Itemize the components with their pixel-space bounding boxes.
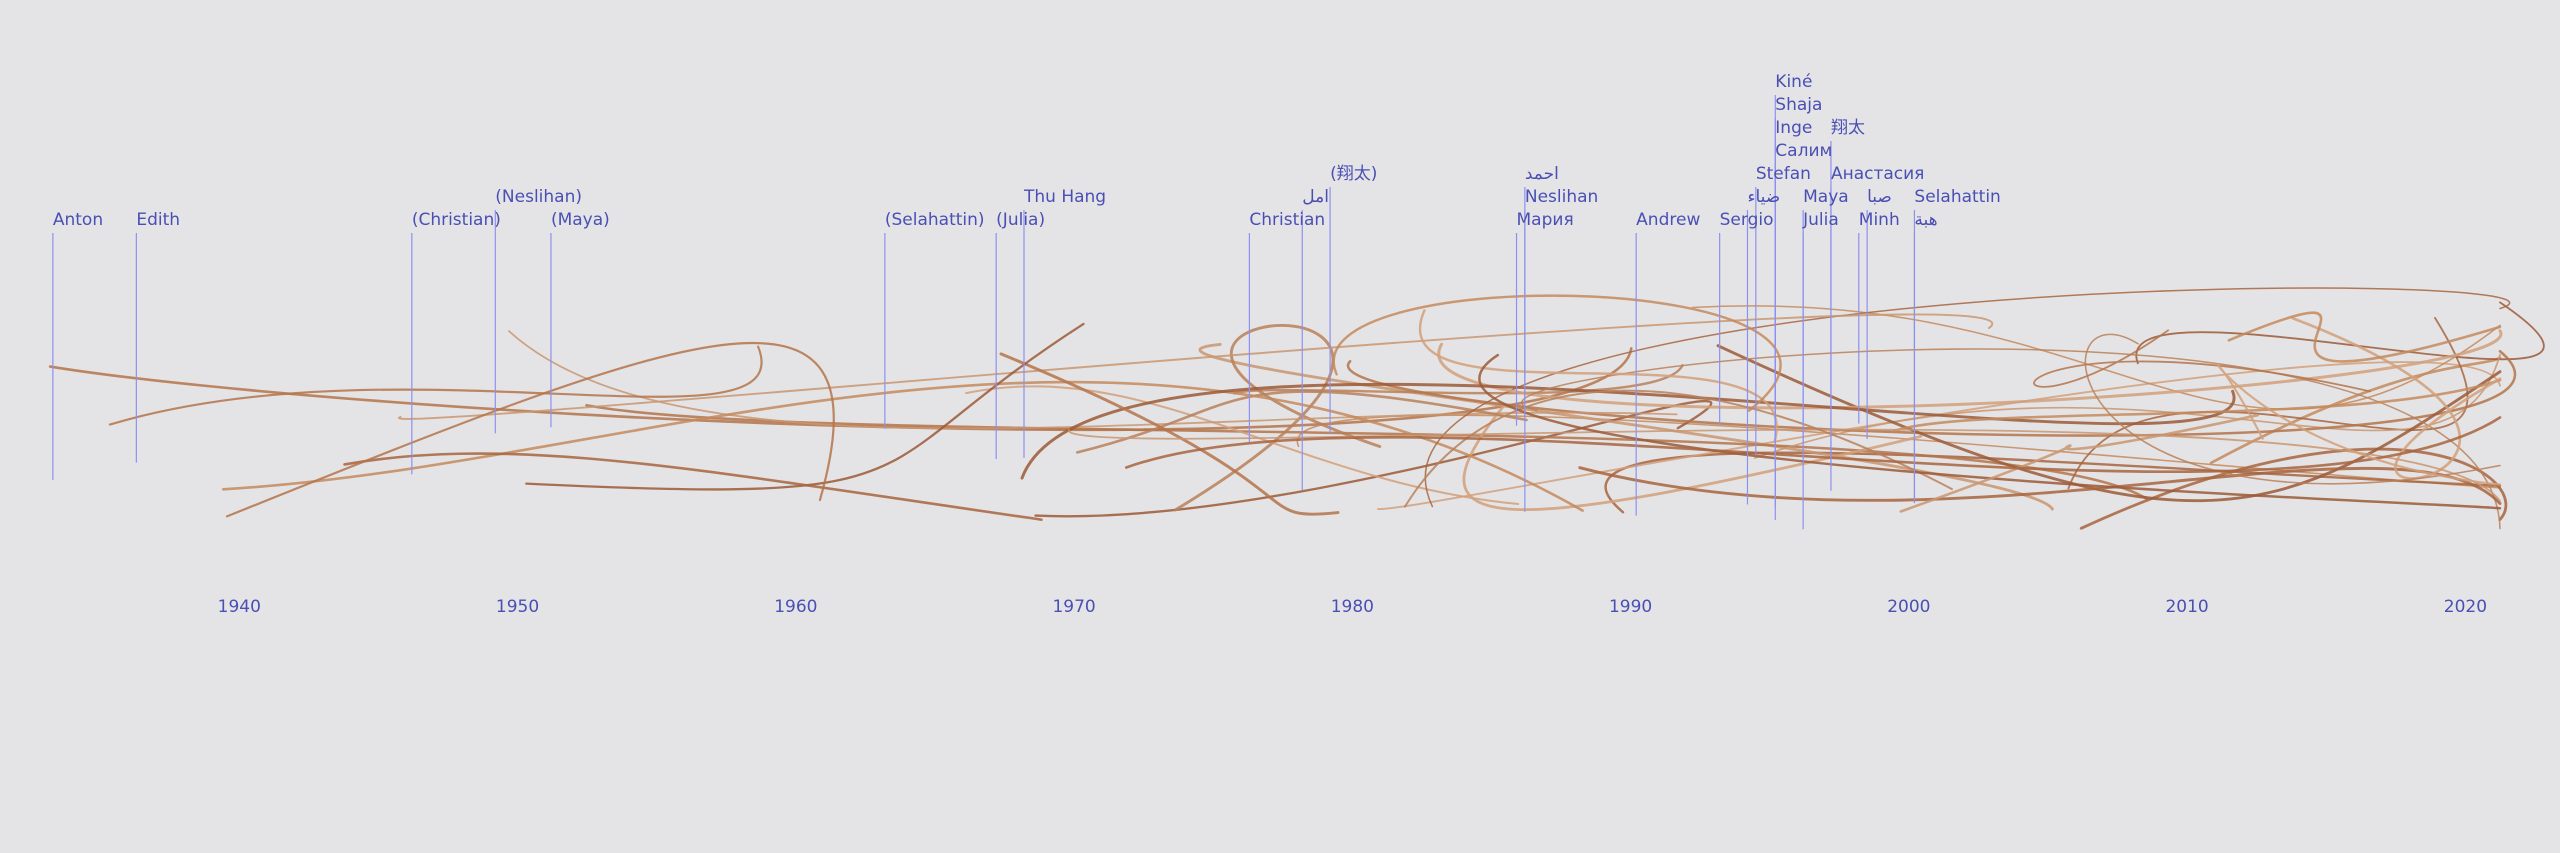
x-tick-label: 2000	[1887, 597, 1930, 617]
wire	[525, 322, 1085, 491]
wire	[1424, 287, 2511, 508]
x-tick-label: 1970	[1052, 597, 1095, 617]
wire	[1419, 309, 1778, 443]
name-label: امل	[1302, 187, 1329, 207]
x-tick-label: 1960	[774, 597, 817, 617]
wire	[965, 385, 1520, 506]
axis: 1940 1950 1960 1970 1980 1990 2000 2010 2020	[218, 597, 2487, 617]
x-tick-label: 1940	[218, 597, 261, 617]
wire	[343, 452, 1043, 521]
name-label: Minh	[1859, 210, 1900, 230]
x-tick-label: 2020	[2444, 597, 2487, 617]
wire	[1753, 353, 2501, 459]
name-label: Shaja	[1775, 95, 1822, 115]
name-label: Kiné	[1775, 72, 1812, 92]
labels: Anton Edith (Christian) (Neslihan) (Maya) (Se…	[53, 72, 2001, 230]
name-label: Thu Hang	[1023, 187, 1106, 207]
wires	[48, 287, 2545, 530]
name-label: Sergio	[1720, 210, 1774, 230]
x-tick-label: 1990	[1609, 597, 1652, 617]
name-label: Neslihan	[1525, 187, 1598, 207]
wire	[1890, 378, 2502, 433]
name-label: (翔太)	[1330, 164, 1377, 184]
wire	[1332, 294, 1782, 412]
wire	[2033, 329, 2372, 393]
name-label: Анастасия	[1831, 164, 1924, 184]
wire	[508, 330, 1678, 430]
wire	[999, 352, 1340, 516]
name-label: Салим	[1775, 141, 1832, 161]
name-label: Anton	[53, 210, 103, 230]
name-label: (Julia)	[996, 210, 1045, 230]
wire	[2227, 311, 2502, 363]
name-label: (Maya)	[551, 210, 610, 230]
wire	[1478, 353, 2502, 510]
name-label: هبة	[1914, 210, 1937, 230]
leaders	[52, 95, 1916, 530]
x-tick-label: 1980	[1331, 597, 1374, 617]
name-label: Edith	[136, 210, 180, 230]
name-label: Christian	[1249, 210, 1325, 230]
wire	[1716, 344, 2502, 503]
x-tick-label: 2010	[2165, 597, 2208, 617]
name-label: ضياء	[1747, 187, 1780, 207]
name-label: Inge	[1775, 118, 1812, 138]
name-label: Andrew	[1636, 210, 1700, 230]
wire	[1124, 416, 2502, 473]
wire	[2291, 316, 2502, 480]
name-label: (Neslihan)	[495, 187, 582, 207]
name-label: احمد	[1525, 164, 1559, 184]
name-label: (Christian)	[412, 210, 501, 230]
name-label: صبا	[1867, 187, 1892, 207]
wire	[2084, 333, 2501, 485]
wire	[1403, 389, 1953, 508]
wire	[585, 404, 2148, 500]
name-label: (Selahattin)	[885, 210, 985, 230]
name-label: Julia	[1802, 210, 1839, 230]
wire	[2216, 363, 2502, 486]
name-label: Мария	[1517, 210, 1574, 230]
name-label: 翔太	[1831, 118, 1865, 138]
wire	[1346, 349, 2516, 437]
name-label: Stefan	[1756, 164, 1811, 184]
wire	[221, 380, 1584, 512]
name-label: Selahattin	[1914, 187, 2000, 207]
name-label: Maya	[1803, 187, 1849, 207]
wire	[1232, 364, 1684, 395]
wire	[108, 345, 763, 426]
x-tick-label: 1950	[496, 597, 539, 617]
